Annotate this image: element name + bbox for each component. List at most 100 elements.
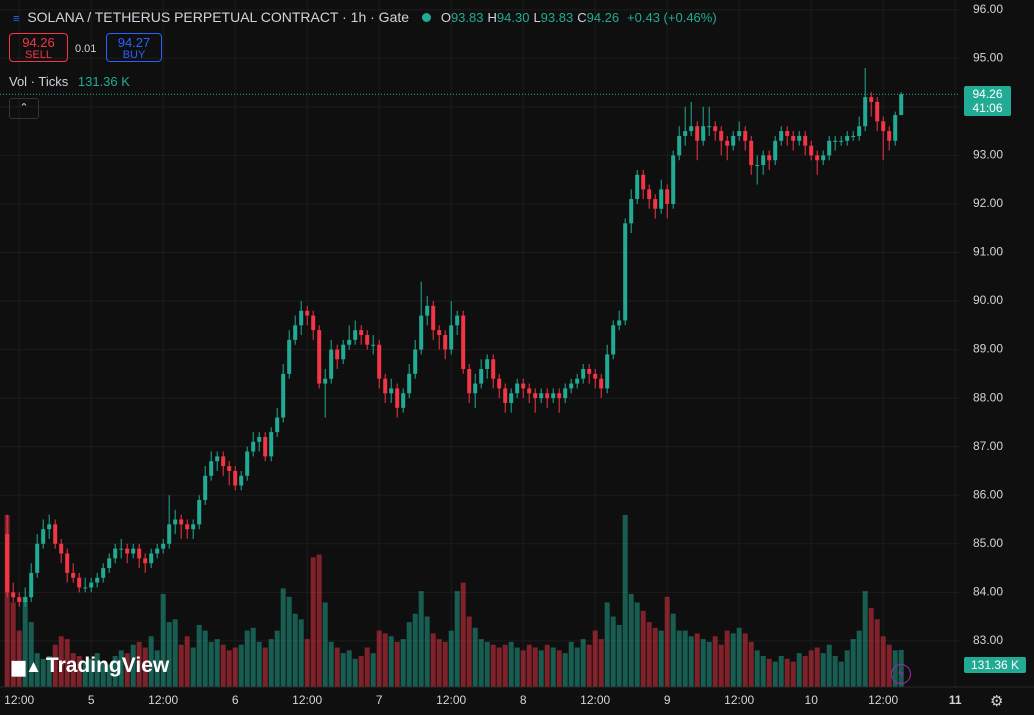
candle-body	[119, 548, 124, 550]
y-tick-label: 91.00	[973, 245, 1003, 259]
buy-price: 94.27	[117, 35, 151, 50]
ohlc-value: 94.30	[496, 10, 530, 25]
symbol-icon: ≡	[13, 13, 20, 25]
volume-bar	[874, 619, 880, 687]
candle-body	[593, 373, 598, 379]
volume-bar	[382, 633, 388, 687]
volume-bar	[772, 661, 778, 687]
ohlc-label: O	[440, 10, 451, 25]
volume-bar	[664, 596, 670, 687]
candle-body	[689, 126, 694, 132]
y-tick-label: 95.00	[973, 50, 1003, 64]
x-tick-label: 5	[88, 693, 95, 707]
candle-body	[47, 524, 52, 530]
candle-body	[521, 383, 526, 389]
candle-body	[527, 388, 532, 394]
volume-bar	[718, 644, 724, 687]
volume-bar	[706, 641, 712, 687]
candle-body	[131, 548, 136, 554]
volume-bar	[766, 658, 772, 687]
volume-bar	[490, 644, 496, 687]
volume-bar	[202, 630, 208, 687]
candle-body	[773, 140, 778, 161]
candle-body	[239, 475, 244, 486]
candle-body	[893, 115, 898, 141]
candle-body	[515, 383, 520, 394]
x-tick-label: 9	[664, 693, 671, 707]
volume-bar	[106, 664, 112, 687]
volume-tag: 131.36 K	[964, 657, 1026, 673]
change: +0.43 (+0.46%)	[627, 10, 717, 25]
volume-bar	[160, 593, 166, 687]
volume-bar	[838, 661, 844, 687]
y-tick-label: 96.00	[973, 2, 1003, 16]
brand-name: TradingView	[45, 654, 170, 677]
volume-bar	[754, 650, 760, 687]
volume-bar	[166, 622, 172, 687]
volume-bar	[448, 630, 454, 687]
candle-body	[431, 305, 436, 331]
candle-body	[305, 310, 310, 316]
candle-body	[227, 466, 232, 471]
volume-bar	[82, 661, 88, 687]
candle-body	[869, 97, 874, 102]
candle-body	[419, 315, 424, 350]
volume-bar	[334, 647, 340, 687]
y-tick-label: 90.00	[973, 293, 1003, 307]
volume-bar	[388, 636, 394, 687]
candle-body	[833, 140, 838, 142]
volume-bar	[136, 641, 142, 687]
candle-body	[701, 126, 706, 141]
volume-bar	[826, 644, 832, 687]
candle-body	[653, 199, 658, 209]
x-tick-label: 7	[376, 693, 383, 707]
volume-bar	[208, 641, 214, 687]
volume-bar	[94, 653, 100, 687]
volume-bar	[652, 627, 658, 687]
candle-body	[707, 126, 712, 128]
candle-body	[221, 456, 226, 467]
candle-body	[719, 131, 724, 141]
ohlc-label: C	[577, 10, 587, 25]
volume-bar	[436, 639, 442, 687]
volume-bar	[724, 630, 730, 687]
candle-body	[59, 543, 64, 554]
volume-bar	[790, 661, 796, 687]
candle-body	[797, 135, 802, 141]
bolt-button[interactable]: ϟ	[891, 664, 911, 684]
candle-body	[647, 189, 652, 200]
x-tick-label: 12:00	[4, 693, 34, 707]
sell-label: SELL	[25, 49, 52, 61]
volume-bar	[52, 644, 58, 687]
candle-body	[287, 339, 292, 374]
y-tick-label: 86.00	[973, 487, 1003, 501]
buy-button[interactable]: 94.27 BUY	[106, 33, 162, 62]
volume-bar	[532, 647, 538, 687]
collapse-button[interactable]: ⌃	[9, 98, 39, 119]
volume-bar	[856, 630, 862, 687]
volume-bar	[274, 630, 280, 687]
volume-bar	[868, 608, 874, 687]
sell-button[interactable]: 94.26 SELL	[9, 33, 68, 62]
volume-bar	[322, 602, 328, 687]
volume-bar	[196, 624, 202, 687]
settings-button[interactable]: ⚙	[990, 693, 1004, 710]
candle-body	[89, 582, 94, 588]
volume-bar	[376, 630, 382, 687]
volume-bar	[844, 650, 850, 687]
volume-bar	[526, 644, 532, 687]
candle-body	[485, 359, 490, 369]
candle-body	[857, 126, 862, 136]
volume-bar	[634, 602, 640, 687]
candle-body	[5, 534, 10, 593]
x-tick-label: 12:00	[292, 693, 322, 707]
x-tick-label: 6	[232, 693, 239, 707]
volume-bar	[514, 647, 520, 687]
ohlc-value: 93.83	[540, 10, 574, 25]
volume-bar	[148, 636, 154, 687]
candle-body	[83, 587, 88, 589]
x-tick-label: 12:00	[148, 693, 178, 707]
candle-body	[77, 577, 82, 588]
price-tag-countdown: 41:06	[972, 101, 1003, 115]
y-tick-label: 88.00	[973, 390, 1003, 404]
